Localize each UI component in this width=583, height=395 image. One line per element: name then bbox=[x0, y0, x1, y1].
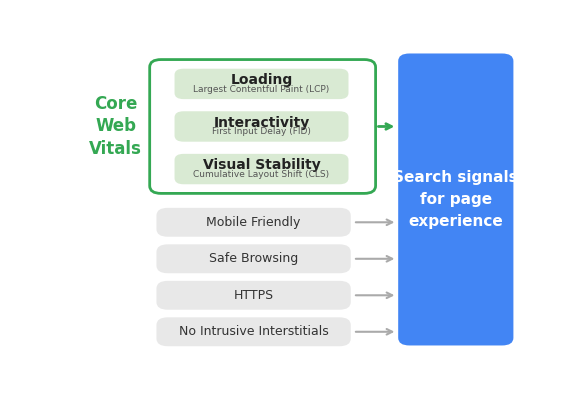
FancyBboxPatch shape bbox=[174, 69, 349, 99]
Text: Visual Stability: Visual Stability bbox=[203, 158, 321, 172]
Text: No Intrusive Interstitials: No Intrusive Interstitials bbox=[179, 325, 328, 338]
FancyBboxPatch shape bbox=[156, 317, 351, 346]
Text: Interactivity: Interactivity bbox=[213, 115, 310, 130]
FancyBboxPatch shape bbox=[156, 208, 351, 237]
Text: HTTPS: HTTPS bbox=[234, 289, 273, 302]
Text: First Input Delay (FID): First Input Delay (FID) bbox=[212, 128, 311, 136]
Text: Search signals
for page
experience: Search signals for page experience bbox=[394, 170, 518, 229]
FancyBboxPatch shape bbox=[156, 281, 351, 310]
FancyBboxPatch shape bbox=[174, 111, 349, 142]
Text: Core
Web
Vitals: Core Web Vitals bbox=[89, 95, 142, 158]
Text: Loading: Loading bbox=[230, 73, 293, 87]
Text: Mobile Friendly: Mobile Friendly bbox=[206, 216, 301, 229]
FancyBboxPatch shape bbox=[174, 154, 349, 184]
FancyBboxPatch shape bbox=[156, 245, 351, 273]
FancyBboxPatch shape bbox=[150, 60, 375, 194]
Text: Largest Contentful Paint (LCP): Largest Contentful Paint (LCP) bbox=[194, 85, 329, 94]
Text: Cumulative Layout Shift (CLS): Cumulative Layout Shift (CLS) bbox=[194, 170, 329, 179]
Text: Safe Browsing: Safe Browsing bbox=[209, 252, 298, 265]
FancyBboxPatch shape bbox=[398, 53, 514, 346]
